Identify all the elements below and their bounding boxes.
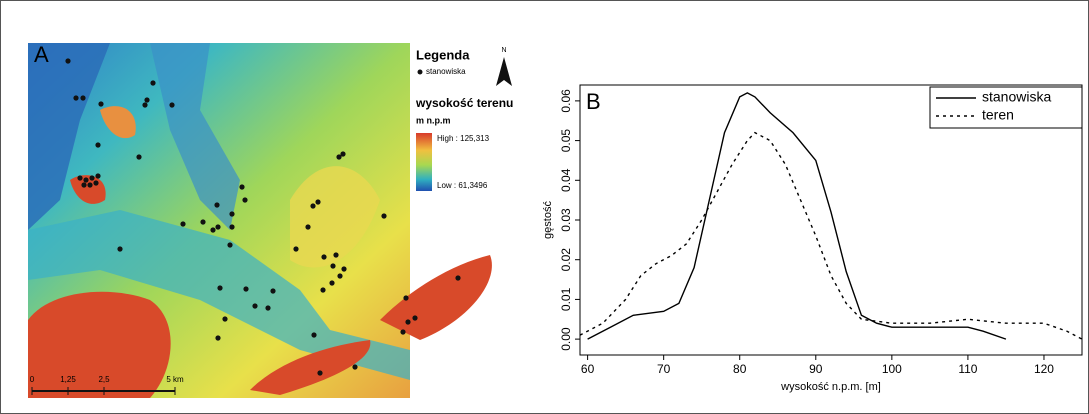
x-tick-label: 70 xyxy=(657,362,671,376)
x-axis-label: wysokość n.p.m. [m] xyxy=(780,381,881,393)
y-tick-label: 0.02 xyxy=(559,248,573,272)
low-label: Low : 61,3496 xyxy=(437,181,488,190)
x-tick-label: 60 xyxy=(581,362,595,376)
y-tick-label: 0.06 xyxy=(559,89,573,113)
scale-label: 5 km xyxy=(166,375,184,384)
x-tick-label: 80 xyxy=(733,362,747,376)
scale-label: 1,25 xyxy=(60,375,76,384)
y-axis-label: gęstość xyxy=(542,201,554,239)
x-tick-label: 100 xyxy=(882,362,902,376)
high-label: High : 125,313 xyxy=(437,134,490,143)
figure: A Legenda stanowiska N wysokość terenu m… xyxy=(0,0,1089,414)
legend-label: teren xyxy=(982,107,1014,123)
x-tick-label: 120 xyxy=(1034,362,1054,376)
elevation-title: wysokość terenu xyxy=(415,96,513,110)
y-tick-label: 0.01 xyxy=(559,287,573,311)
panel-label: A xyxy=(34,42,49,67)
scale-label: 2,5 xyxy=(98,375,110,384)
y-tick-label: 0.05 xyxy=(559,129,573,153)
north-label: N xyxy=(501,47,506,54)
x-tick-label: 110 xyxy=(958,362,977,376)
y-tick-label: 0.04 xyxy=(559,168,573,192)
legend-title: Legenda xyxy=(416,47,470,62)
legend-entry: stanowiska xyxy=(426,67,466,76)
x-tick-label: 90 xyxy=(809,362,823,376)
scale-label: 0 xyxy=(30,375,35,384)
y-tick-label: 0.03 xyxy=(559,208,573,232)
legend-label: stanowiska xyxy=(982,89,1051,105)
y-tick-label: 0.00 xyxy=(559,327,573,351)
unit-label: m n.p.m xyxy=(416,115,451,125)
panel-label: B xyxy=(586,89,601,114)
